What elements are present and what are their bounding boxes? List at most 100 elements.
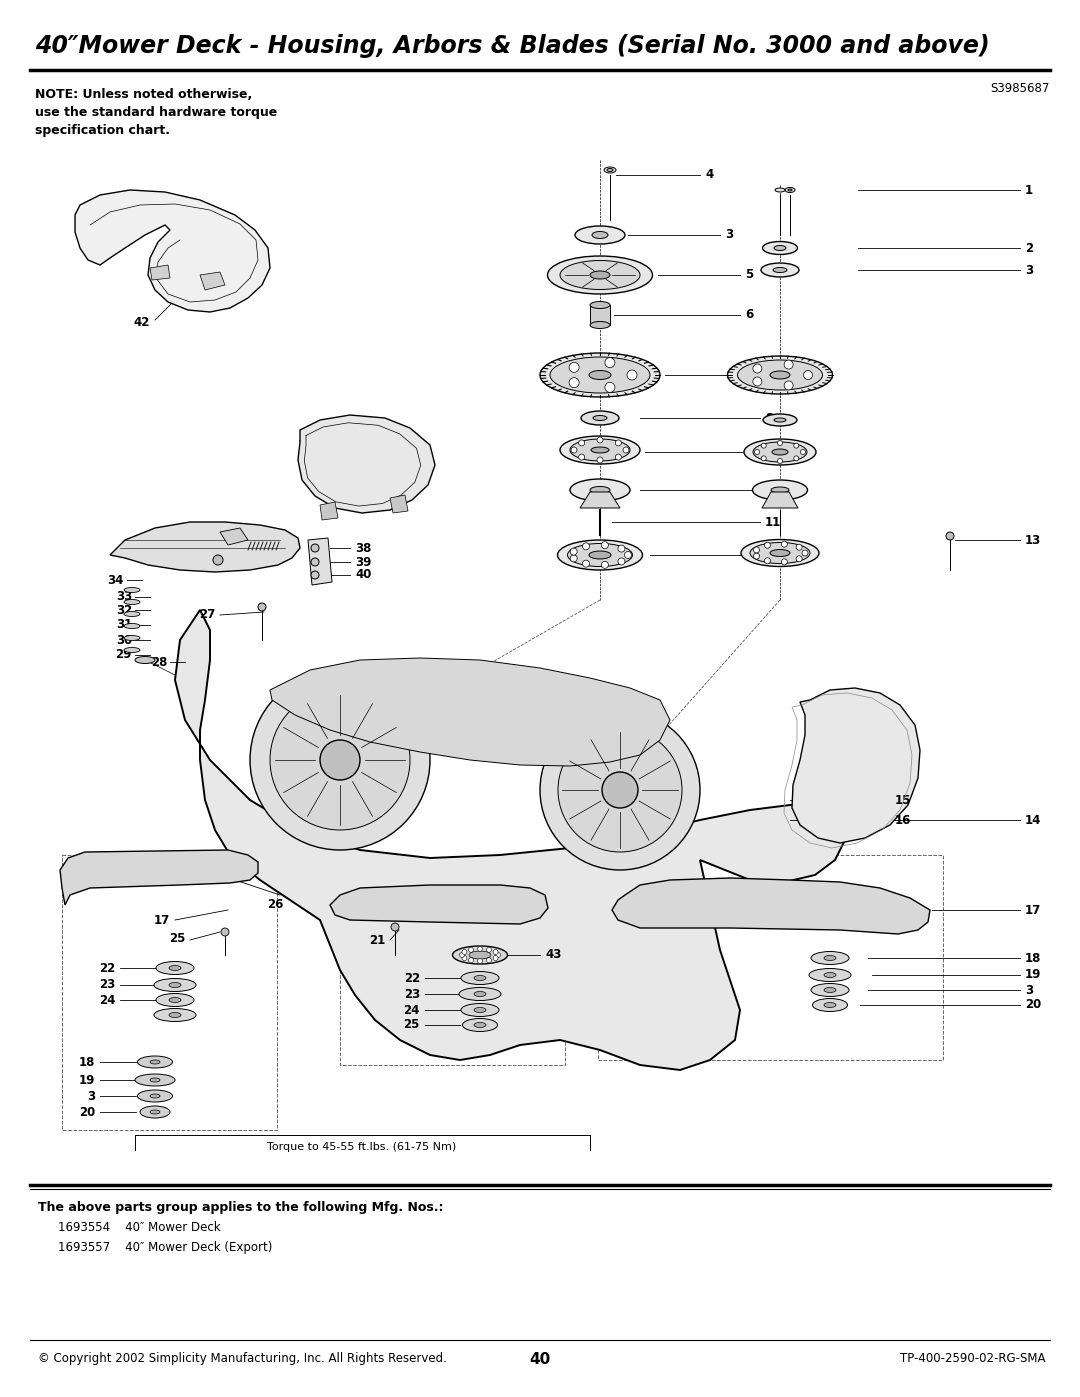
Ellipse shape xyxy=(140,1106,170,1118)
Ellipse shape xyxy=(548,256,652,293)
Polygon shape xyxy=(590,305,610,326)
Ellipse shape xyxy=(474,975,486,981)
Ellipse shape xyxy=(540,353,660,397)
Ellipse shape xyxy=(591,447,609,453)
Text: 33: 33 xyxy=(116,591,132,604)
Ellipse shape xyxy=(728,356,833,394)
Circle shape xyxy=(765,542,770,548)
Ellipse shape xyxy=(258,604,266,610)
Text: 42: 42 xyxy=(134,316,150,328)
Ellipse shape xyxy=(773,267,787,272)
Text: 1693557    40″ Mower Deck (Export): 1693557 40″ Mower Deck (Export) xyxy=(58,1241,272,1255)
Circle shape xyxy=(477,958,483,964)
Polygon shape xyxy=(390,495,408,513)
Polygon shape xyxy=(270,658,670,766)
Text: 6: 6 xyxy=(745,309,753,321)
Circle shape xyxy=(579,440,584,446)
Circle shape xyxy=(753,365,761,373)
Ellipse shape xyxy=(168,982,181,988)
Text: 32: 32 xyxy=(116,604,132,616)
Text: 28: 28 xyxy=(150,655,167,669)
Circle shape xyxy=(462,950,467,954)
Circle shape xyxy=(579,454,584,460)
Circle shape xyxy=(570,548,577,555)
Circle shape xyxy=(270,690,410,830)
Bar xyxy=(62,855,276,1130)
Circle shape xyxy=(459,953,464,957)
Ellipse shape xyxy=(589,550,611,559)
Ellipse shape xyxy=(592,232,608,239)
Polygon shape xyxy=(762,492,798,509)
Circle shape xyxy=(570,555,577,562)
Circle shape xyxy=(778,458,783,464)
Circle shape xyxy=(605,383,615,393)
Circle shape xyxy=(627,370,637,380)
Ellipse shape xyxy=(168,965,181,971)
Ellipse shape xyxy=(590,271,610,279)
Ellipse shape xyxy=(461,971,499,985)
Ellipse shape xyxy=(561,260,640,289)
Ellipse shape xyxy=(581,411,619,425)
Circle shape xyxy=(469,958,473,963)
Text: 40″Mower Deck - Housing, Arbors & Blades (Serial No. 3000 and above): 40″Mower Deck - Housing, Arbors & Blades… xyxy=(35,34,989,59)
Circle shape xyxy=(602,773,638,807)
Circle shape xyxy=(754,553,759,559)
Circle shape xyxy=(796,545,802,550)
Text: 36: 36 xyxy=(174,553,190,567)
Text: 3: 3 xyxy=(86,1090,95,1102)
Text: 15: 15 xyxy=(895,793,912,806)
Ellipse shape xyxy=(150,1111,160,1113)
Ellipse shape xyxy=(811,951,849,964)
Text: The above parts group applies to the following Mfg. Nos.:: The above parts group applies to the fol… xyxy=(38,1201,444,1214)
Circle shape xyxy=(765,557,770,564)
Text: 20: 20 xyxy=(1025,999,1041,1011)
Text: 23: 23 xyxy=(404,988,420,1000)
Circle shape xyxy=(496,953,500,957)
Text: TP-400-2590-02-RG-SMA: TP-400-2590-02-RG-SMA xyxy=(900,1352,1045,1365)
Text: 27: 27 xyxy=(199,609,215,622)
Ellipse shape xyxy=(774,246,786,250)
Ellipse shape xyxy=(604,168,616,173)
Text: 34: 34 xyxy=(108,574,124,587)
Ellipse shape xyxy=(469,951,491,958)
Ellipse shape xyxy=(774,418,786,422)
Ellipse shape xyxy=(753,441,807,462)
Text: 25: 25 xyxy=(168,932,185,944)
Circle shape xyxy=(800,450,806,454)
Ellipse shape xyxy=(137,1090,173,1102)
Ellipse shape xyxy=(124,612,140,616)
Ellipse shape xyxy=(946,532,954,541)
Text: 5: 5 xyxy=(745,268,753,282)
Circle shape xyxy=(624,552,632,559)
Ellipse shape xyxy=(156,961,194,975)
Bar xyxy=(598,855,943,1060)
Ellipse shape xyxy=(744,439,816,465)
Text: 21: 21 xyxy=(368,933,384,947)
Ellipse shape xyxy=(762,414,797,426)
Circle shape xyxy=(616,440,621,446)
Circle shape xyxy=(794,455,799,461)
Ellipse shape xyxy=(168,1013,181,1017)
Ellipse shape xyxy=(570,439,630,461)
Circle shape xyxy=(796,556,802,562)
Circle shape xyxy=(618,545,625,552)
Text: 39: 39 xyxy=(355,556,372,569)
Ellipse shape xyxy=(168,997,181,1003)
Circle shape xyxy=(778,440,783,446)
Polygon shape xyxy=(320,502,338,520)
Polygon shape xyxy=(150,265,170,279)
Circle shape xyxy=(311,557,319,566)
Text: 4: 4 xyxy=(705,169,713,182)
Ellipse shape xyxy=(221,928,229,936)
Ellipse shape xyxy=(150,1094,160,1098)
Ellipse shape xyxy=(453,946,508,964)
Text: 19: 19 xyxy=(1025,968,1041,982)
Circle shape xyxy=(582,560,590,567)
Ellipse shape xyxy=(770,372,789,379)
Ellipse shape xyxy=(135,657,156,664)
Ellipse shape xyxy=(824,972,836,978)
Text: 14: 14 xyxy=(1025,813,1041,827)
Ellipse shape xyxy=(150,1060,160,1065)
Ellipse shape xyxy=(607,169,613,172)
Circle shape xyxy=(494,956,498,961)
